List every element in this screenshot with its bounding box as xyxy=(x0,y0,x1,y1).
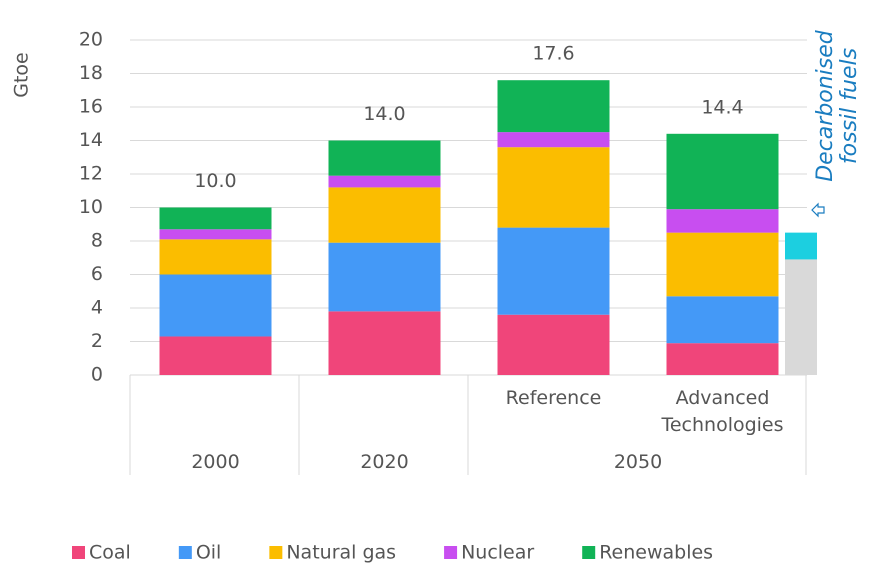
bar-segment xyxy=(497,227,610,315)
legend-label: Coal xyxy=(89,542,131,564)
y-tick-label: 14 xyxy=(79,129,103,151)
bar-segment xyxy=(159,239,272,275)
annotation-arrow xyxy=(811,202,825,218)
bar-segment xyxy=(497,314,610,375)
y-tick-label: 4 xyxy=(91,297,103,319)
bar-segment xyxy=(666,209,779,233)
legend-swatch xyxy=(269,546,283,559)
x-tick-label: Advanced Technologies xyxy=(661,387,784,436)
bar-segment xyxy=(666,232,779,297)
y-tick-label: 16 xyxy=(79,96,103,118)
bar-segment xyxy=(328,175,441,188)
total-label: 14.4 xyxy=(701,96,743,118)
y-axis-label: Gtoe xyxy=(11,52,33,98)
bar-segment xyxy=(328,140,441,176)
x-group-label: 2000 xyxy=(191,451,240,473)
x-tick-label: Reference xyxy=(505,387,602,409)
side-bar-segment xyxy=(785,232,817,260)
bar-segment xyxy=(328,242,441,312)
bar-segment xyxy=(328,187,441,243)
legend-swatch xyxy=(582,546,596,559)
y-tick-label: 2 xyxy=(91,330,103,352)
legend-swatch xyxy=(72,546,85,559)
x-group-label: 2020 xyxy=(360,451,409,473)
legend-swatch xyxy=(178,546,192,559)
total-label: 10.0 xyxy=(194,170,236,192)
y-tick-label: 10 xyxy=(79,196,103,218)
legend-label: Oil xyxy=(196,542,222,564)
x-group-label: 2050 xyxy=(613,451,663,473)
legend-swatch xyxy=(444,546,458,559)
bar-segment xyxy=(497,147,610,228)
total-label: 14.0 xyxy=(363,103,405,125)
y-tick-label: 0 xyxy=(91,364,103,386)
annotation: Decarbonised fossil fuels xyxy=(813,30,862,182)
bar-segment xyxy=(328,311,441,375)
bar-segment xyxy=(159,207,272,230)
y-tick-label: 12 xyxy=(79,163,103,185)
legend-label: Renewables xyxy=(599,542,713,564)
total-label: 17.6 xyxy=(532,43,574,65)
bar-segment xyxy=(159,336,272,375)
side-bar-segment xyxy=(785,259,817,375)
bar-segment xyxy=(666,343,779,375)
legend-label: Nuclear xyxy=(461,542,534,564)
bar-segment xyxy=(159,229,272,240)
bar-segment xyxy=(666,296,779,344)
bar-segment xyxy=(497,80,610,133)
bar-segment xyxy=(159,274,272,337)
legend-label: Natural gas xyxy=(286,542,396,564)
y-tick-label: 8 xyxy=(91,230,103,252)
y-tick-label: 18 xyxy=(79,62,103,84)
bar-segment xyxy=(666,133,779,210)
y-tick-label: 20 xyxy=(79,29,103,51)
y-tick-label: 6 xyxy=(91,263,103,285)
bar-segment xyxy=(497,132,610,148)
